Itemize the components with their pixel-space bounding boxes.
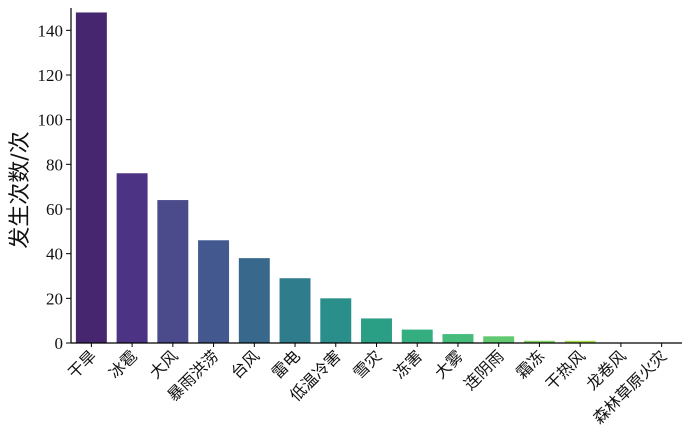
y-ticks-layer: 0 20 40 60 80 100 120 140	[38, 21, 71, 353]
y-axis-title: 发生次数/次	[8, 131, 33, 248]
y-tick-label-0: 0	[55, 334, 64, 353]
x-category-label-12: 干热风	[542, 346, 589, 393]
y-tick-label-5: 100	[38, 111, 64, 130]
bars-layer	[75, 12, 596, 343]
x-category-label-8: 冻害	[390, 346, 426, 382]
bar-12	[564, 340, 596, 343]
x-category-label-5: 雷电	[268, 346, 304, 382]
x-category-label-1: 冰雹	[105, 346, 141, 382]
x-category-label-4: 台风	[227, 346, 263, 382]
y-tick-label-6: 120	[38, 66, 64, 85]
x-category-label-7: 雪灾	[349, 346, 385, 382]
bar-9	[442, 334, 474, 343]
bar-3	[198, 240, 230, 343]
bar-4	[238, 258, 270, 343]
y-tick-label-3: 60	[46, 200, 63, 219]
bar-6	[320, 298, 352, 343]
y-tick-label-1: 20	[46, 289, 63, 308]
x-category-label-11: 霜冻	[512, 346, 548, 382]
y-tick-label-7: 140	[38, 21, 64, 40]
bar-7	[361, 318, 392, 343]
bar-8	[401, 329, 433, 343]
x-category-label-2: 大风	[146, 346, 182, 382]
bar-1	[116, 173, 148, 343]
x-category-label-10: 连阴雨	[460, 346, 507, 393]
bar-11	[523, 340, 555, 343]
bar-0	[75, 12, 107, 343]
x-category-label-9: 大雾	[431, 346, 467, 382]
bar-2	[157, 200, 189, 343]
bar-5	[279, 278, 311, 343]
y-tick-label-4: 80	[46, 155, 63, 174]
y-tick-label-2: 40	[46, 245, 63, 264]
bar-10	[483, 336, 515, 343]
x-category-label-0: 干旱	[64, 346, 100, 382]
